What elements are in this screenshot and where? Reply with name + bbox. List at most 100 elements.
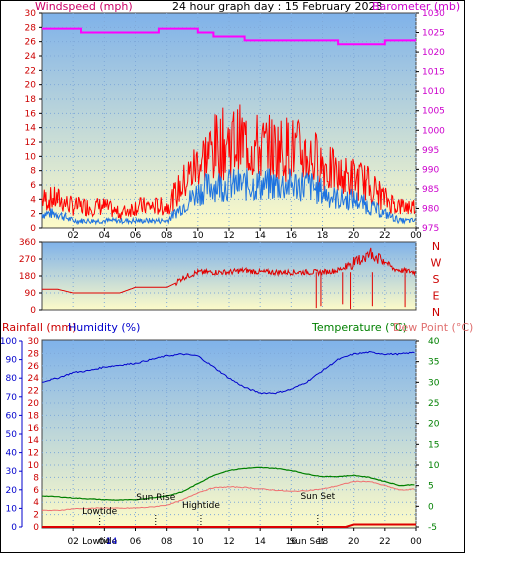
compass-label: E	[433, 290, 440, 303]
direction-line	[42, 247, 416, 294]
rain-ytick-label: 30	[28, 337, 40, 347]
rain-ytick-label: 8	[33, 473, 39, 483]
compass-label: S	[433, 273, 440, 286]
barometer-ytick-label: 1005	[422, 107, 445, 117]
wind-xtick-label: 06	[130, 231, 142, 241]
direction-ytick-label: 90	[25, 289, 37, 299]
barometer-ytick-label: 985	[422, 185, 439, 195]
annotation-label: Sun Set	[300, 492, 335, 502]
barometer-ytick-label: 1030	[422, 9, 445, 19]
rain-ytick-label: 18	[28, 411, 40, 421]
humidity-ytick-label: 100	[0, 337, 17, 347]
wind-series	[41, 27, 416, 226]
temperature-panel: 0246810121416182022242628300102030405060…	[0, 337, 440, 547]
humidity-title: Humidity (%)	[68, 321, 140, 334]
graph-title: 24 hour graph day : 15 February 2023	[172, 0, 383, 13]
compass-label: N	[432, 306, 440, 319]
wind-ytick-label: 12	[25, 138, 36, 148]
humidity-ytick-label: 70	[6, 393, 18, 403]
annotation-label: Hightide	[182, 501, 220, 511]
temperature-series: Lowtide Sun Rise Hightide Sun Set	[41, 350, 416, 528]
barometer-ytick-label: 1015	[422, 68, 445, 78]
wind-ytick-label: 28	[25, 23, 37, 33]
wind-xtick-label: 02	[67, 231, 78, 241]
humidity-line	[41, 350, 415, 395]
direction-ytick-label: 180	[19, 272, 36, 282]
temperature-ytick-label: 35	[428, 358, 439, 368]
wind-ytick-label: 14	[25, 124, 37, 134]
annotation-label: Sun Rise	[136, 493, 175, 503]
humidity-ytick-label: 30	[6, 467, 18, 477]
temperature-ytick-label: 15	[428, 440, 439, 450]
rain-ytick-label: 4	[33, 498, 39, 508]
wind-ytick-label: 16	[25, 109, 37, 119]
wind-ytick-label: 18	[25, 95, 37, 105]
rain-ytick-label: 28	[28, 349, 40, 359]
wind-ytick-label: 2	[30, 210, 36, 220]
temperature-ytick-label: 20	[428, 420, 440, 430]
direction-ytick-label: 360	[19, 238, 36, 248]
direction-ytick-label: 0	[30, 306, 36, 316]
wind-ytick-label: 20	[25, 81, 37, 91]
humidity-ytick-label: 90	[6, 356, 18, 366]
wind-ytick-label: 0	[30, 224, 36, 234]
temperature-ytick-label: -5	[428, 523, 437, 533]
temperature-xtick-label: 06	[130, 537, 142, 547]
wind-xtick-label: 22	[379, 231, 390, 241]
wind-xtick-label: 18	[317, 231, 329, 241]
rain-ytick-label: 16	[28, 424, 40, 434]
wind-xtick-label: 00	[410, 231, 422, 241]
compass-label: N	[432, 240, 440, 253]
wind-axes: 0246810121416182022242628309759809859909…	[25, 9, 446, 241]
wind-xtick-label: 12	[223, 231, 234, 241]
barometer-ytick-label: 1025	[422, 29, 445, 39]
humidity-ytick-label: 80	[6, 374, 18, 384]
temperature-xtick-label: 18	[317, 537, 329, 547]
wind-xtick-label: 04	[99, 231, 111, 241]
wind-xtick-label: 16	[286, 231, 298, 241]
rainfall-title: Rainfall (mm)	[2, 321, 76, 334]
temperature-grid	[42, 340, 417, 528]
rain-ytick-label: 20	[28, 399, 40, 409]
wind-ytick-label: 10	[25, 152, 37, 162]
wind-ytick-label: 24	[25, 52, 37, 62]
temperature-xtick-label: 04	[99, 537, 111, 547]
humidity-ytick-label: 0	[11, 523, 17, 533]
rain-ytick-label: 22	[28, 387, 39, 397]
windspeed-title: Windspeed (mph)	[35, 0, 133, 13]
humidity-ytick-label: 50	[6, 430, 18, 440]
temperature-xtick-label: 08	[161, 537, 173, 547]
barometer-ytick-label: 975	[422, 224, 439, 234]
rain-ytick-label: 10	[28, 461, 40, 471]
wind-ytick-label: 8	[30, 167, 36, 177]
wind-ytick-label: 22	[25, 66, 36, 76]
barometer-ytick-label: 1000	[422, 126, 445, 136]
rain-ytick-label: 2	[33, 511, 39, 521]
temperature-xtick-label: 00	[410, 537, 422, 547]
temperature-ytick-label: 25	[428, 399, 439, 409]
barometer-ytick-label: 1020	[422, 48, 445, 58]
direction-series	[42, 247, 416, 310]
barometer-ytick-label: 980	[422, 204, 439, 214]
temperature-xtick-label: 20	[348, 537, 360, 547]
temperature-ytick-label: 0	[428, 502, 434, 512]
temperature-line	[41, 466, 415, 501]
temperature-xtick-label: 02	[67, 537, 78, 547]
dewpoint-line	[41, 480, 415, 512]
temperature-ytick-label: 5	[428, 482, 434, 492]
compass-label: W	[431, 257, 442, 270]
wind-ytick-label: 6	[30, 181, 36, 191]
humidity-ytick-label: 10	[6, 504, 18, 514]
temperature-xtick-label: 10	[192, 537, 204, 547]
rain-ytick-label: 26	[28, 362, 40, 372]
wind-speed-line	[41, 168, 416, 226]
temperature-ytick-label: 10	[428, 461, 440, 471]
humidity-ytick-label: 60	[6, 411, 18, 421]
humidity-ytick-label: 40	[6, 449, 18, 459]
sunset-tick-label: Sun Set	[290, 537, 325, 547]
rainfall-line	[42, 523, 416, 528]
wind-xtick-label: 20	[348, 231, 360, 241]
temperature-ytick-label: 40	[428, 337, 440, 347]
